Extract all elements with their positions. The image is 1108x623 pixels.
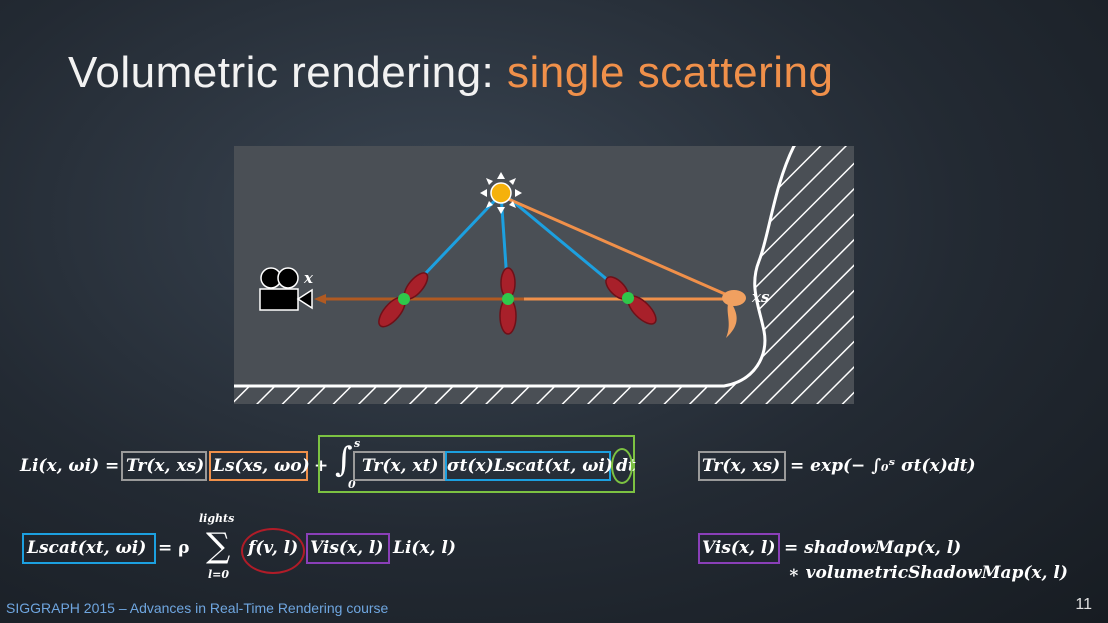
eq-lscat-lhs: Lscat(xt, ωi) (27, 538, 147, 558)
box-lscat-term (445, 451, 611, 481)
camera-label: x (303, 269, 314, 287)
box-tr-x-xt (353, 451, 445, 481)
surface-label: xs (751, 288, 770, 306)
eq-tr-def-lhs: Tr(x, xs) (702, 456, 781, 476)
camera-icon (259, 267, 313, 311)
sum-upper: lights (199, 512, 235, 525)
box-vis-def-lhs (698, 533, 780, 564)
eq-sigma-lscat: σt(x)Lscat(xt, ωi) (447, 456, 613, 476)
integral-sign: ∫ (335, 440, 353, 480)
box-vis-xl (306, 533, 390, 564)
eq-vis-xl: Vis(x, l) (310, 538, 384, 558)
title-accent: single scattering (507, 48, 834, 97)
box-lscat-lhs (22, 533, 156, 564)
eq-li-lhs: Li(x, ωi) = (20, 456, 120, 476)
sum-lower: l=0 (208, 568, 230, 581)
phase-lobe-3 (605, 276, 657, 325)
phase-lobe-2 (499, 267, 517, 335)
title-main: Volumetric rendering: (68, 48, 507, 97)
eq-ls-xs-wo: Ls(xs, ωo) (213, 456, 310, 476)
diagram-background (234, 146, 854, 404)
integral-upper: s (354, 437, 361, 450)
footer-text: SIGGRAPH 2015 – Advances in Real-Time Re… (6, 600, 389, 616)
eq-f-vl: f(v, l) (248, 538, 299, 558)
eq-li-xl: Li(x, l) (393, 538, 456, 558)
eq-vis-def-rhs2: ∗ volumetricShadowMap(x, l) (788, 563, 1068, 583)
eq-tr-x-xt: Tr(x, xt) (362, 456, 439, 476)
sun-icon (480, 172, 522, 214)
eq-tr-def-rhs: = exp(− ∫₀ˢ σt(x)dt) (790, 456, 976, 476)
box-tr-def-lhs (698, 451, 786, 481)
integral-lower: 0 (348, 478, 356, 491)
slide-title: Volumetric rendering: single scattering (68, 48, 833, 98)
page-number: 11 (1075, 596, 1092, 613)
light-ray-surface (505, 196, 735, 300)
eq-vis-def-rhs: = shadowMap(x, l) (784, 538, 962, 558)
box-integral-term (318, 435, 635, 493)
surface-brdf-lobe (722, 290, 746, 338)
phase-lobe-1 (378, 272, 429, 328)
sum-sign: ∑ (206, 526, 231, 566)
view-ray-arrowhead (314, 294, 326, 304)
surface-outline (234, 146, 796, 388)
box-ls-xs-wo (209, 451, 308, 481)
box-tr-x-xs (121, 451, 207, 481)
eq-vis-def-lhs: Vis(x, l) (702, 538, 776, 558)
circle-f-vl (241, 528, 305, 574)
scattering-diagram: xs x (234, 146, 854, 404)
eq-rho: = ρ (158, 538, 190, 558)
eq-tr-x-xs: Tr(x, xs) (126, 456, 205, 476)
eq-plus: + (314, 456, 329, 476)
circle-dt (611, 448, 633, 484)
